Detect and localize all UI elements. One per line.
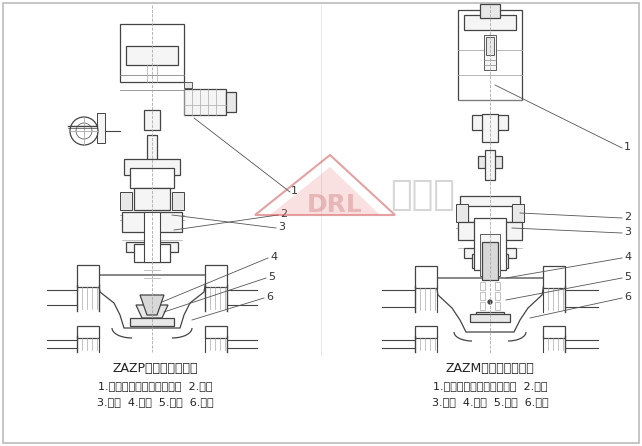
Text: 1: 1 [624, 142, 631, 152]
Text: 1.电动执行机构（电子式）  2.阀盖: 1.电动执行机构（电子式） 2.阀盖 [433, 381, 547, 391]
Bar [512, 204, 524, 222]
Bar [97, 113, 105, 143]
Bar [460, 196, 520, 210]
Bar [124, 159, 180, 175]
Text: 1: 1 [291, 186, 298, 196]
Text: 1.电动执行机构（普通型）  2.阀盖: 1.电动执行机构（普通型） 2.阀盖 [98, 381, 213, 391]
Bar [464, 15, 516, 30]
Bar [458, 222, 522, 240]
Bar [495, 292, 500, 300]
Bar [485, 150, 495, 180]
Polygon shape [270, 167, 380, 215]
Bar [495, 282, 500, 290]
Bar [484, 35, 496, 70]
Bar [480, 4, 500, 18]
Bar [77, 326, 99, 338]
Bar [543, 326, 565, 338]
Circle shape [70, 117, 98, 145]
Text: DRL: DRL [307, 193, 363, 217]
Bar [172, 192, 184, 210]
Bar [456, 204, 468, 222]
Bar [543, 266, 565, 288]
Bar [415, 326, 437, 338]
Text: 6: 6 [266, 292, 273, 302]
Polygon shape [435, 278, 545, 332]
Text: 3: 3 [624, 227, 631, 237]
Bar [126, 46, 178, 65]
Bar [77, 265, 99, 287]
Text: 5: 5 [624, 272, 631, 282]
Bar [122, 212, 182, 232]
Bar [147, 135, 157, 175]
Bar [126, 242, 178, 252]
Bar [482, 114, 498, 142]
Text: 4: 4 [624, 252, 631, 262]
Circle shape [488, 300, 492, 304]
Bar [415, 266, 437, 288]
Bar [205, 326, 227, 338]
Bar [184, 89, 226, 115]
Bar [226, 92, 236, 112]
Bar [205, 265, 227, 287]
Text: 杜伯瑞: 杜伯瑞 [390, 178, 455, 212]
Bar [478, 156, 502, 168]
Bar [470, 314, 510, 322]
Circle shape [76, 123, 92, 139]
Bar [468, 206, 512, 222]
Bar [464, 248, 516, 258]
Text: 3: 3 [278, 222, 285, 232]
Bar [134, 188, 170, 210]
Bar [120, 192, 132, 210]
Text: 2: 2 [280, 209, 287, 219]
Polygon shape [140, 295, 164, 315]
Bar [120, 24, 184, 82]
Bar [474, 218, 506, 270]
Bar [480, 282, 485, 290]
Bar [472, 254, 508, 268]
Polygon shape [97, 275, 207, 328]
Bar [134, 244, 170, 262]
Polygon shape [136, 305, 168, 318]
Circle shape [150, 161, 154, 165]
Bar [476, 312, 504, 318]
Bar [480, 234, 500, 276]
Text: 6: 6 [624, 292, 631, 302]
Bar [480, 292, 485, 300]
Bar [130, 318, 174, 326]
Bar [144, 110, 160, 130]
Bar [486, 37, 494, 55]
Circle shape [150, 153, 154, 157]
Bar [144, 212, 160, 262]
Bar [495, 302, 500, 310]
Text: ZAZM电动套筒调节阀: ZAZM电动套筒调节阀 [446, 362, 534, 375]
Bar [472, 115, 508, 130]
Bar [184, 82, 192, 88]
Bar [458, 10, 522, 100]
Text: 5: 5 [268, 272, 275, 282]
Text: ZAZP电动单座调节阀: ZAZP电动单座调节阀 [112, 362, 198, 375]
Text: 2: 2 [624, 212, 631, 222]
Bar [480, 302, 485, 310]
Bar [482, 242, 498, 280]
Text: 3.阀杆  4.阀塞  5.套筒  6.阀体: 3.阀杆 4.阀塞 5.套筒 6.阀体 [431, 397, 548, 407]
Text: 4: 4 [270, 252, 277, 262]
Bar [130, 168, 174, 188]
Text: 3.阀杆  4.阀芯  5.阀座  6.阀体: 3.阀杆 4.阀芯 5.阀座 6.阀体 [97, 397, 213, 407]
